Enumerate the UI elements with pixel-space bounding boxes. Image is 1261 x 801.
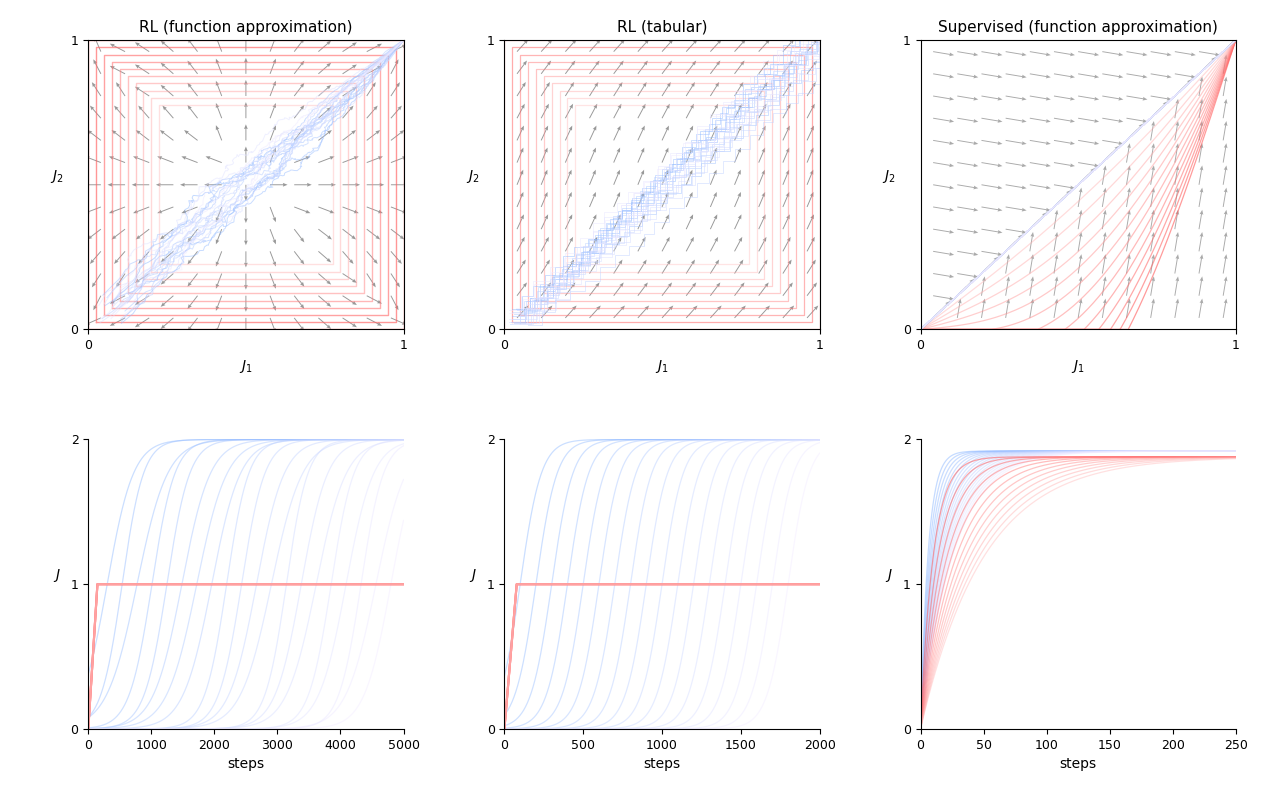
Title: RL (function approximation): RL (function approximation) bbox=[139, 20, 353, 34]
X-axis label: steps: steps bbox=[643, 757, 681, 771]
Y-axis label: $J$: $J$ bbox=[885, 567, 893, 584]
X-axis label: $J_1$: $J_1$ bbox=[240, 358, 252, 375]
Y-axis label: $J_2$: $J_2$ bbox=[50, 167, 63, 185]
X-axis label: steps: steps bbox=[1059, 757, 1097, 771]
X-axis label: steps: steps bbox=[227, 757, 265, 771]
Y-axis label: $J$: $J$ bbox=[469, 567, 477, 584]
Y-axis label: $J$: $J$ bbox=[53, 567, 61, 584]
X-axis label: $J_1$: $J_1$ bbox=[1072, 358, 1084, 375]
Title: RL (tabular): RL (tabular) bbox=[617, 20, 707, 34]
Y-axis label: $J_2$: $J_2$ bbox=[883, 167, 895, 185]
Y-axis label: $J_2$: $J_2$ bbox=[467, 167, 479, 185]
X-axis label: $J_1$: $J_1$ bbox=[656, 358, 668, 375]
Title: Supervised (function approximation): Supervised (function approximation) bbox=[938, 20, 1218, 34]
